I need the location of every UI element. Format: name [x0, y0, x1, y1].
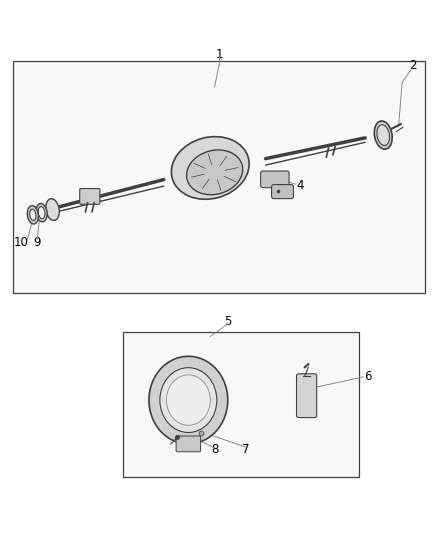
Text: 10: 10 — [14, 236, 28, 249]
Text: 9: 9 — [33, 236, 41, 249]
Bar — [123, 332, 359, 477]
Text: 6: 6 — [364, 370, 372, 383]
Ellipse shape — [187, 150, 243, 195]
Ellipse shape — [160, 368, 217, 432]
Ellipse shape — [30, 209, 36, 221]
Ellipse shape — [374, 121, 392, 149]
Ellipse shape — [46, 199, 59, 221]
Text: 5: 5 — [224, 315, 231, 328]
FancyBboxPatch shape — [261, 171, 289, 188]
Ellipse shape — [166, 375, 210, 425]
Ellipse shape — [36, 204, 47, 222]
FancyBboxPatch shape — [176, 436, 201, 452]
FancyBboxPatch shape — [80, 189, 100, 204]
Text: 2: 2 — [409, 59, 417, 71]
Text: 7: 7 — [241, 443, 249, 456]
Ellipse shape — [377, 125, 389, 146]
Text: 1: 1 — [215, 47, 223, 61]
Ellipse shape — [38, 206, 45, 219]
Text: 8: 8 — [211, 443, 218, 456]
Text: 4: 4 — [296, 179, 304, 192]
FancyBboxPatch shape — [272, 184, 293, 199]
Ellipse shape — [171, 136, 249, 199]
Ellipse shape — [149, 356, 228, 444]
Bar — [13, 61, 425, 293]
Ellipse shape — [27, 206, 39, 224]
FancyBboxPatch shape — [297, 374, 317, 418]
